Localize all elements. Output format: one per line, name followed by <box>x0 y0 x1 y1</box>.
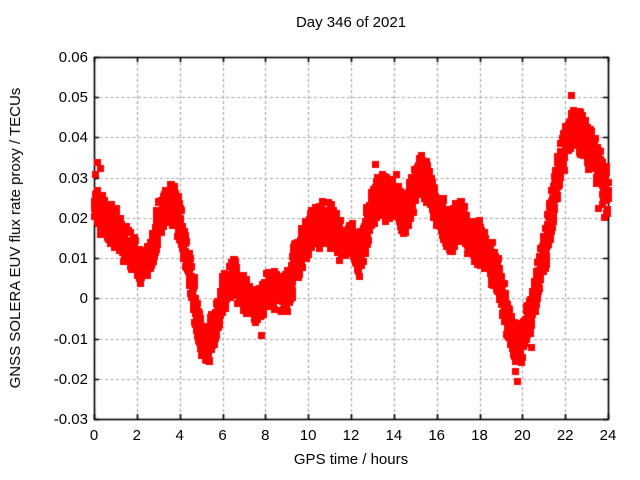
x-tick-label: 6 <box>218 427 227 444</box>
x-tick-label: 12 <box>342 427 360 444</box>
x-tick-label: 0 <box>89 427 99 444</box>
y-tick-label: 0 <box>79 290 88 308</box>
y-tick-label: 0.02 <box>58 209 88 227</box>
y-tick-label: 0.06 <box>58 49 88 66</box>
x-tick-label: 24 <box>599 427 617 444</box>
x-tick-label: 18 <box>471 427 488 444</box>
chart-title: Day 346 of 2021 <box>295 14 407 31</box>
x-tick-label: 4 <box>175 427 184 444</box>
y-tick-label: -0.03 <box>53 411 88 428</box>
y-tick-label: 0.04 <box>58 129 88 147</box>
y-tick-label: -0.01 <box>53 330 88 348</box>
x-tick-label: 14 <box>385 427 403 444</box>
y-tick-label: -0.02 <box>53 370 88 388</box>
x-tick-label: 22 <box>556 427 574 444</box>
x-tick-label: 8 <box>261 427 270 444</box>
y-tick-label: 0.01 <box>58 250 88 268</box>
x-tick-label: 10 <box>299 427 317 444</box>
x-axis-label: GPS time / hours <box>293 451 409 468</box>
y-tick-label: 0.05 <box>58 89 88 107</box>
y-tick-label: 0.03 <box>58 169 88 187</box>
x-tick-label: 2 <box>132 427 141 444</box>
x-tick-label: 20 <box>513 427 531 444</box>
x-tick-label: 16 <box>428 427 445 444</box>
